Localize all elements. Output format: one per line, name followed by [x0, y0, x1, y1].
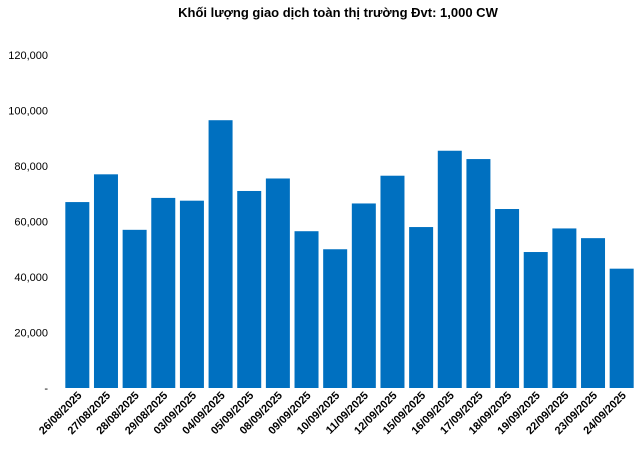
bar — [552, 228, 577, 388]
bar — [409, 227, 434, 388]
bar — [437, 150, 462, 388]
y-tick-label: - — [44, 383, 48, 395]
bar — [523, 252, 548, 388]
bar — [122, 229, 147, 388]
bar — [323, 249, 348, 388]
bar — [179, 200, 204, 388]
bar — [294, 231, 319, 388]
y-tick-label: 120,000 — [8, 50, 48, 62]
bar — [208, 120, 233, 389]
bar — [237, 190, 262, 388]
bar — [93, 174, 118, 388]
y-tick-label: 20,000 — [14, 328, 48, 340]
bar — [380, 175, 405, 388]
bar — [609, 268, 634, 388]
chart-title: Khối lượng giao dịch toàn thị trường Đvt… — [178, 5, 498, 20]
bar — [351, 203, 376, 388]
bar — [495, 209, 520, 388]
bar — [581, 238, 606, 388]
bar — [65, 202, 90, 388]
y-axis: - 20,000 40,000 60,000 80,000 100,000 120,000 — [8, 50, 48, 395]
bar — [265, 178, 290, 388]
x-axis: 26/08/202527/08/202528/08/202529/08/2025… — [37, 390, 629, 437]
y-tick-label: 100,000 — [8, 106, 48, 118]
y-tick-label: 60,000 — [14, 217, 48, 229]
bar — [466, 159, 491, 388]
y-tick-label: 80,000 — [14, 161, 48, 173]
bars — [65, 120, 634, 389]
y-tick-label: 40,000 — [14, 272, 48, 284]
bar — [151, 197, 176, 388]
